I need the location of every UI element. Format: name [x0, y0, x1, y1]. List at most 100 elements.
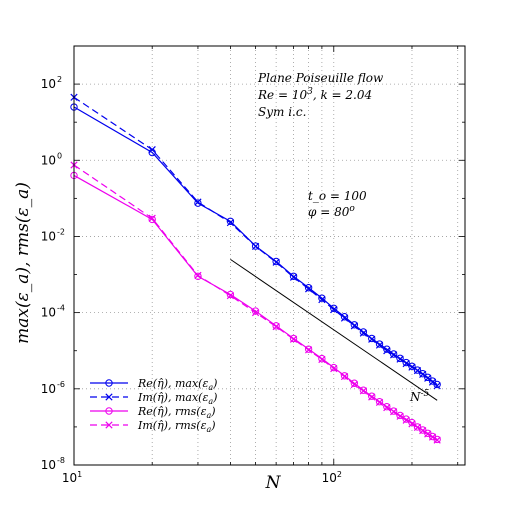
slope-label-base: N — [409, 390, 421, 404]
x-tick-label: 102 — [322, 470, 342, 485]
series-3-point-marker — [359, 386, 368, 394]
series-2-point-marker — [330, 305, 338, 314]
series-1-point-marker — [433, 380, 441, 389]
series-2-point-marker — [340, 314, 349, 322]
x-tick-label-base: 10 — [322, 471, 337, 485]
y-tick-label-base: 10 — [41, 306, 56, 320]
series-4-point-marker — [359, 387, 367, 395]
slope-label: N-5 — [409, 389, 430, 404]
annotation-re-suffix: , k = 2.04 — [313, 88, 372, 102]
y-tick-label-base: 10 — [41, 458, 56, 472]
series-1-point-marker — [359, 328, 368, 336]
series-4-point-marker — [148, 214, 156, 222]
legend-swatch-marker — [105, 393, 113, 401]
series-4-point-marker — [340, 372, 349, 381]
series-3-point-marker — [330, 363, 338, 372]
series-2-point-marker — [304, 285, 313, 293]
series-2-point-marker — [251, 242, 260, 250]
series-1-point-marker — [368, 334, 376, 343]
series-4-point-marker — [318, 355, 326, 364]
annotation-re-exponent: 3 — [307, 87, 313, 97]
legend-entry-4: Im(η̂), rms(εa) — [90, 419, 216, 434]
y-tick-label: 10 — [41, 77, 56, 91]
series-3-point-marker — [350, 379, 359, 387]
x-tick-label-exponent: 2 — [337, 470, 342, 479]
y-axis-label: max(ε_a), rms(ε_a) — [13, 182, 33, 344]
series-1-point-marker — [424, 373, 432, 382]
series-4-point-marker — [428, 433, 437, 441]
x-tick-label-base: 10 — [62, 471, 77, 485]
annotation-phi-prefix: φ = 80 — [308, 205, 350, 219]
y-tick-label-exponent: -2 — [57, 227, 65, 236]
series-2-point-marker — [390, 351, 398, 359]
series-3-point-marker — [272, 322, 280, 330]
y-tick-label-exponent: -6 — [57, 380, 65, 389]
series-3-point-marker — [375, 397, 384, 406]
tick-marks — [73, 45, 465, 466]
y-tick-label-exponent: -8 — [57, 456, 65, 465]
series-1-point-marker — [330, 304, 338, 312]
annotation-re-prefix: Re = 10 — [257, 88, 307, 102]
legend-label-mid: ), rms(ε — [163, 419, 207, 432]
legend-label-sub: a — [207, 411, 212, 420]
x-tick-label-exponent: 1 — [77, 470, 82, 479]
legend-label-hat: η̂ — [157, 419, 164, 432]
series-4-point-marker — [390, 408, 398, 416]
series-1-point-marker — [304, 284, 313, 292]
y-tick-label-exponent: 2 — [57, 75, 62, 84]
series-3-point-marker — [318, 354, 326, 363]
series-3-point-marker — [304, 345, 313, 353]
series-2-point-marker — [375, 341, 384, 349]
reference-slope-line — [230, 258, 438, 401]
series-4-point-marker — [419, 426, 427, 435]
y-tick-label-base: 10 — [41, 229, 56, 243]
series-2-point-marker — [408, 363, 416, 371]
legend-label-sub: a — [208, 397, 213, 406]
series-1-point-marker — [340, 313, 349, 321]
series-4-point-marker — [350, 380, 358, 389]
series-2-point-marker — [419, 370, 427, 378]
series-3-point-marker — [148, 215, 156, 224]
reference-line-group — [230, 258, 438, 401]
series-2-point-marker — [383, 347, 391, 355]
series-2-point-marker — [359, 329, 367, 337]
series-4-point-marker — [433, 436, 441, 444]
y-tick-label: 10 — [41, 306, 56, 320]
series-2-point-marker — [433, 382, 441, 390]
series-2-point-marker — [402, 359, 410, 368]
series-4-point-marker — [289, 335, 298, 343]
series-3-point-marker — [433, 435, 441, 444]
legend-label-hat: η̂ — [157, 377, 164, 390]
x-axis-label: N — [265, 473, 282, 493]
series-2-point-marker — [368, 335, 376, 343]
series-4-point-marker — [251, 309, 260, 317]
annotation-phi-degree: o — [349, 204, 355, 214]
legend-label-mid: ), max(ε — [163, 391, 209, 404]
legend-label: Im(η̂), rms(εa) — [137, 419, 216, 434]
legend-label-post: ) — [212, 391, 217, 404]
series-3-point-marker — [194, 272, 202, 280]
series-4-point-marker — [272, 322, 280, 331]
y-tick-label: 10 — [41, 382, 56, 396]
series-3-point-marker — [226, 290, 235, 299]
legend-label-pre: Im( — [137, 419, 158, 432]
series-4-point-marker — [304, 346, 313, 354]
series-3-point-marker — [289, 334, 298, 343]
series-2-point-marker — [272, 258, 280, 266]
series-4-point-marker — [375, 398, 384, 407]
legend-label-mid: ), rms(ε — [163, 405, 207, 418]
annotation-title-line1: Plane Poiseuille flow — [257, 71, 384, 85]
legend-label: Re(η̂), rms(εa) — [137, 405, 216, 420]
series-1-point-marker — [383, 345, 391, 353]
series-2-point-marker — [194, 198, 202, 206]
y-tick-label: 10 — [41, 458, 56, 472]
series-3-point-marker — [383, 402, 391, 411]
series-4-point-marker — [226, 291, 235, 300]
series-group — [70, 93, 441, 444]
legend-label-sub: a — [207, 425, 212, 434]
annotation-params: t_o = 100 φ = 80o — [308, 189, 367, 219]
series-1-point-marker — [251, 242, 260, 250]
slope-label-exponent: -5 — [421, 389, 430, 399]
